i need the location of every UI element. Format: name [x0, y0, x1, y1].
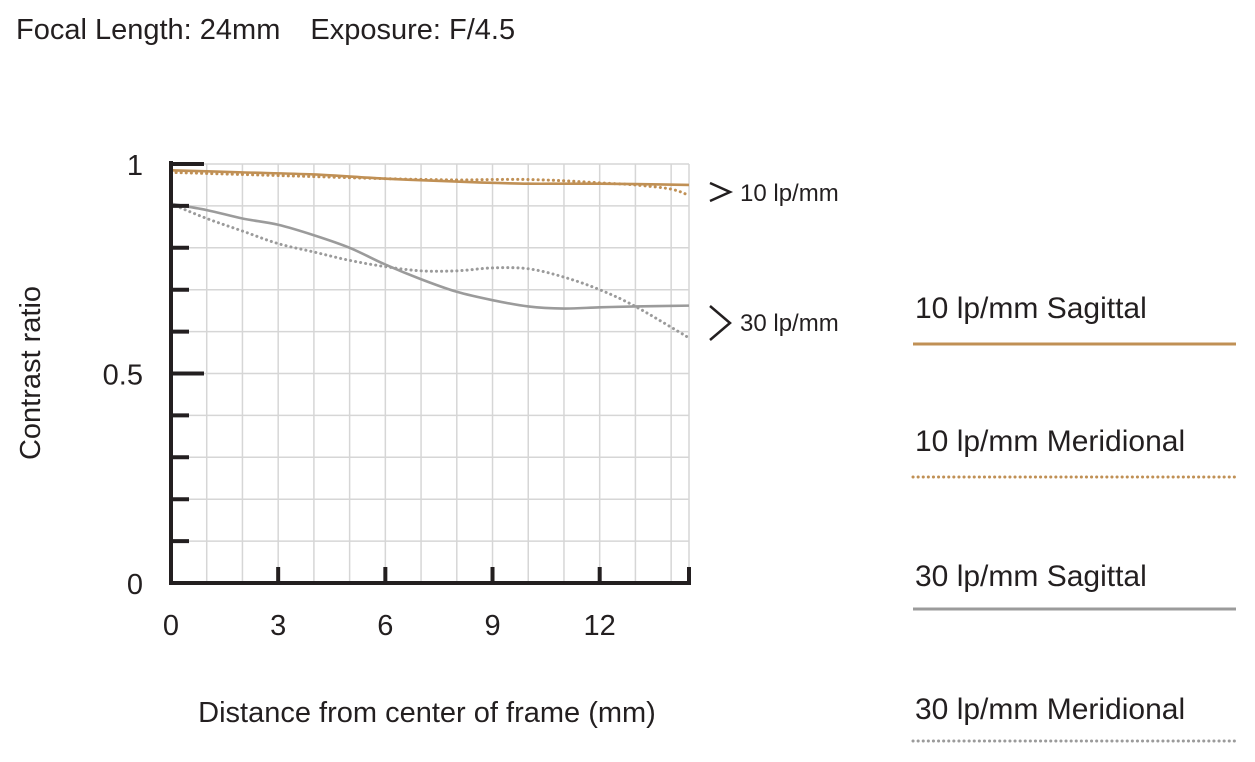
series-line-2 — [170, 202, 690, 310]
y-tick-label: 1 — [127, 150, 143, 182]
tick-labels: 0 3 6 9 12 0 0.5 1 — [103, 150, 616, 642]
x-axis-title: Distance from center of frame (mm) — [198, 697, 656, 729]
legend-label-30-meridional: 30 lp/mm Meridional — [915, 693, 1186, 726]
y-tick-label: 0 — [127, 569, 143, 601]
legend-label-30-sagittal: 30 lp/mm Sagittal — [915, 560, 1147, 593]
annotation-10lpmm: 10 lp/mm — [740, 180, 839, 207]
x-tick-label: 0 — [163, 610, 179, 642]
y-tick-label: 0.5 — [103, 360, 143, 392]
legend-label-10-meridional: 10 lp/mm Meridional — [915, 425, 1186, 458]
series-line-3 — [169, 202, 691, 340]
chart-header: Focal Length: 24mm Exposure: F/4.5 — [16, 14, 545, 47]
y-axis-title: Contrast ratio — [15, 286, 47, 460]
series-layer — [169, 168, 691, 340]
x-tick-label: 6 — [377, 610, 393, 642]
series-line-0 — [170, 168, 690, 187]
legend-label-10-sagittal: 10 lp/mm Sagittal — [915, 292, 1147, 325]
x-tick-label: 12 — [584, 610, 616, 642]
focal-length-label: Focal Length: 24mm — [16, 14, 281, 46]
x-tick-label: 9 — [484, 610, 500, 642]
bracket-10lpmm-icon — [709, 181, 734, 203]
annotation-30lpmm: 30 lp/mm — [740, 310, 839, 337]
bracket-30lpmm-icon — [709, 305, 732, 341]
axes — [169, 161, 691, 585]
x-tick-label: 3 — [270, 610, 286, 642]
exposure-label: Exposure: F/4.5 — [310, 14, 516, 46]
series-line-1 — [169, 170, 691, 197]
grid — [171, 163, 690, 583]
